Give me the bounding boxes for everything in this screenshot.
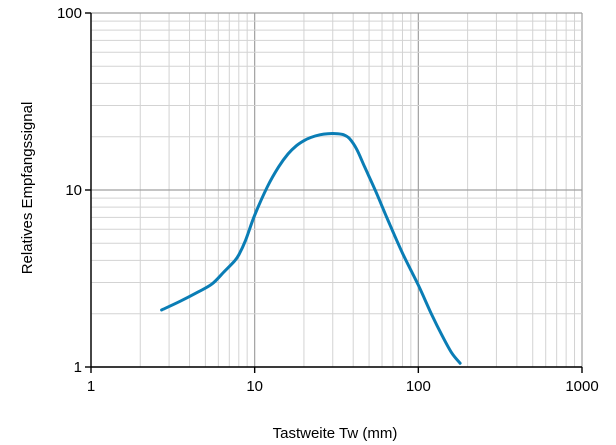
axes [85, 12, 583, 373]
x-tick-label: 100 [406, 378, 431, 395]
x-axis-title: Tastweite Tw (mm) [273, 425, 398, 442]
tick-labels: 1 10 100 1000 1 10 100 [57, 5, 599, 395]
y-axis-title: Relatives Empfangssignal [19, 102, 36, 275]
y-tick-label: 10 [65, 182, 82, 199]
x-tick-label: 1000 [565, 378, 598, 395]
series-group [160, 132, 462, 365]
y-tick-label: 100 [57, 5, 82, 22]
x-tick-label: 10 [246, 378, 263, 395]
x-tick-label: 1 [87, 378, 95, 395]
y-tick-label: 1 [74, 359, 82, 376]
series-line-0 [160, 132, 462, 365]
grid [90, 12, 583, 368]
